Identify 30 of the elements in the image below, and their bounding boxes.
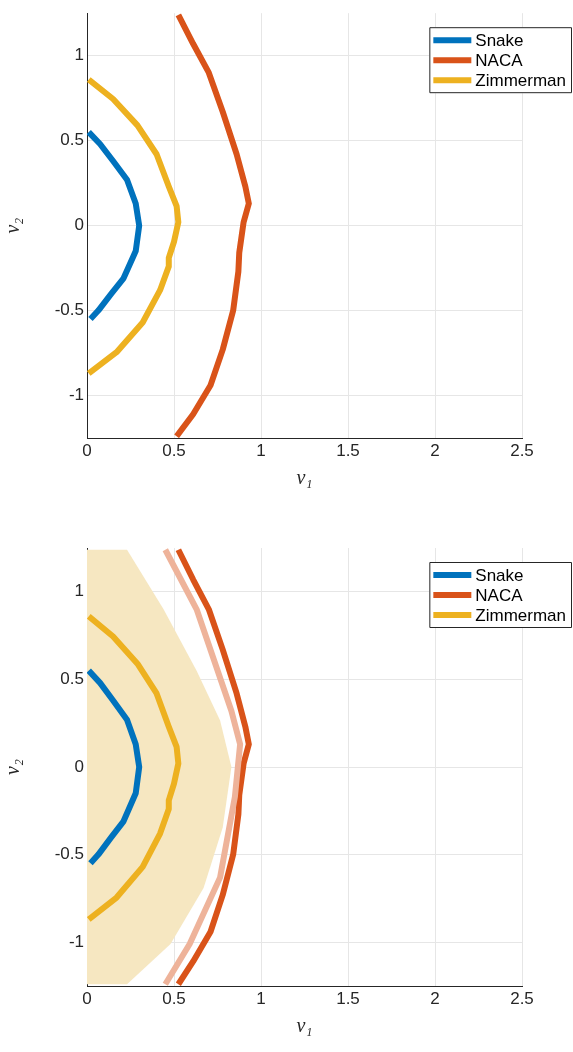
y-tick-label: 0 (74, 215, 84, 235)
legend-label: Zimmerman (475, 605, 566, 625)
legend-label: NACA (475, 50, 524, 70)
y-axis-title: v₂ (1, 217, 24, 234)
y-axis-title: v₂ (1, 759, 24, 775)
legend-label: Zimmerman (475, 70, 566, 90)
y-tick-label: -1 (68, 931, 84, 951)
legend-label: Snake (475, 565, 524, 585)
x-tick-label: 1 (256, 440, 266, 460)
x-tick-label: 2 (430, 440, 440, 460)
x-tick-label: 0.5 (162, 988, 186, 1008)
legend-label: NACA (475, 585, 524, 605)
x-tick-label: 2.5 (510, 440, 534, 460)
x-tick-label: 1.5 (336, 988, 360, 1008)
y-tick-label: 0.5 (60, 130, 84, 150)
y-tick-label: 0.5 (60, 669, 84, 689)
x-axis-title: v₁ (296, 1014, 313, 1037)
y-tick-label: -0.5 (54, 300, 84, 320)
y-tick-label: 1 (74, 581, 84, 601)
y-tick-label: -1 (68, 385, 84, 405)
x-tick-label: 0.5 (162, 440, 186, 460)
x-tick-label: 2 (430, 988, 440, 1008)
x-axis-title: v₁ (296, 466, 313, 489)
y-tick-label: 1 (74, 45, 84, 65)
x-tick-label: 1 (256, 988, 266, 1008)
y-tick-label: 0 (74, 756, 84, 776)
legend-label: Snake (475, 30, 524, 50)
y-tick-label: -0.5 (54, 844, 84, 864)
x-tick-label: 2.5 (510, 988, 534, 1008)
x-tick-label: 1.5 (336, 440, 360, 460)
